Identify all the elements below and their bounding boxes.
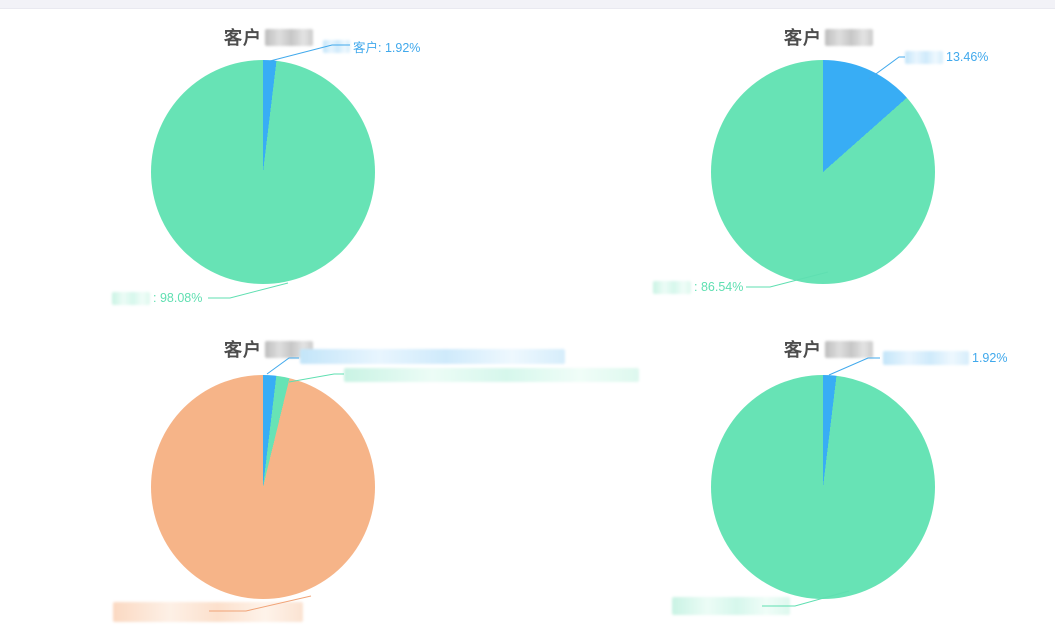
chart1-title-redacted-text [265,28,313,46]
chart1-blue-slice-label: 客户: 1.92% [323,37,420,56]
top-bar [0,0,1055,9]
chart2-title: 客户 [784,24,873,50]
chart3-orange-label-redacted-text [113,602,303,622]
chart2-blue-slice-label: 13.46% [905,50,988,64]
chart1-green-label-redacted-text [112,291,150,305]
chart4-title-redacted-text [825,340,873,358]
pie-chart-4[interactable] [711,375,935,599]
chart3-title-text: 客户 [224,340,262,360]
chart1-blue-label-text: 客户: 1.92% [353,41,421,55]
chart4-green-label-redacted-text [672,597,790,615]
chart1-blue-label-redacted-text [323,40,350,53]
chart2-title-redacted-text [825,28,873,46]
pie-chart-1[interactable] [151,60,375,284]
chart2-green-label-text: : 86.54% [694,280,744,294]
chart2-green-label-redacted-text [653,280,691,294]
chart4-blue-slice-label: 1.92% [883,351,1007,365]
chart4-blue-label-text: 1.92% [972,351,1008,365]
chart1-green-slice-label: : 98.08% [112,291,202,305]
chart2-blue-label-text: 13.46% [946,50,989,64]
chart2-green-slice-label: : 86.54% [653,280,743,294]
chart3-blue-slice-label [300,349,565,364]
pie-chart-3[interactable] [151,375,375,599]
chart2-title-text: 客户 [784,28,822,48]
chart4-green-slice-label [672,597,790,615]
chart3-teal-label-redacted-text [344,368,639,382]
chart1-title: 客户 [224,24,313,50]
chart1-title-text: 客户 [224,28,262,48]
chart2-blue-label-redacted-text [905,50,943,64]
chart3-teal-slice-label [344,368,639,382]
pie-chart-2[interactable] [711,60,935,284]
chart4-blue-label-redacted-text [883,351,969,365]
chart3-orange-slice-label [113,602,303,622]
chart3-blue-label-redacted-text [300,349,565,364]
chart1-green-leader-line [208,282,289,299]
chart4-title: 客户 [784,336,873,362]
chart1-green-label-text: : 98.08% [153,291,203,305]
chart4-title-text: 客户 [784,340,822,360]
